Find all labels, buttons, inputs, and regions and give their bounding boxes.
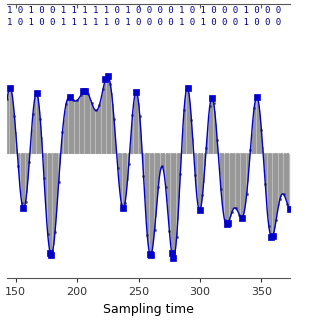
Text: 1 0 1 0 0 1 1 1 1 1 0 1 0 0 0 0 1 0 1 0 0 0 1 0 0 0: 1 0 1 0 0 1 1 1 1 1 0 1 0 0 0 0 1 0 1 0 … xyxy=(7,18,281,27)
X-axis label: Sampling time: Sampling time xyxy=(103,303,194,316)
Text: 1 0 1 0 0 1 1 1 1 1 0 1 0 0 0 0 1 0 1 0 0 0 1 0 0 0: 1 0 1 0 0 1 1 1 1 1 0 1 0 0 0 0 1 0 1 0 … xyxy=(7,6,281,15)
